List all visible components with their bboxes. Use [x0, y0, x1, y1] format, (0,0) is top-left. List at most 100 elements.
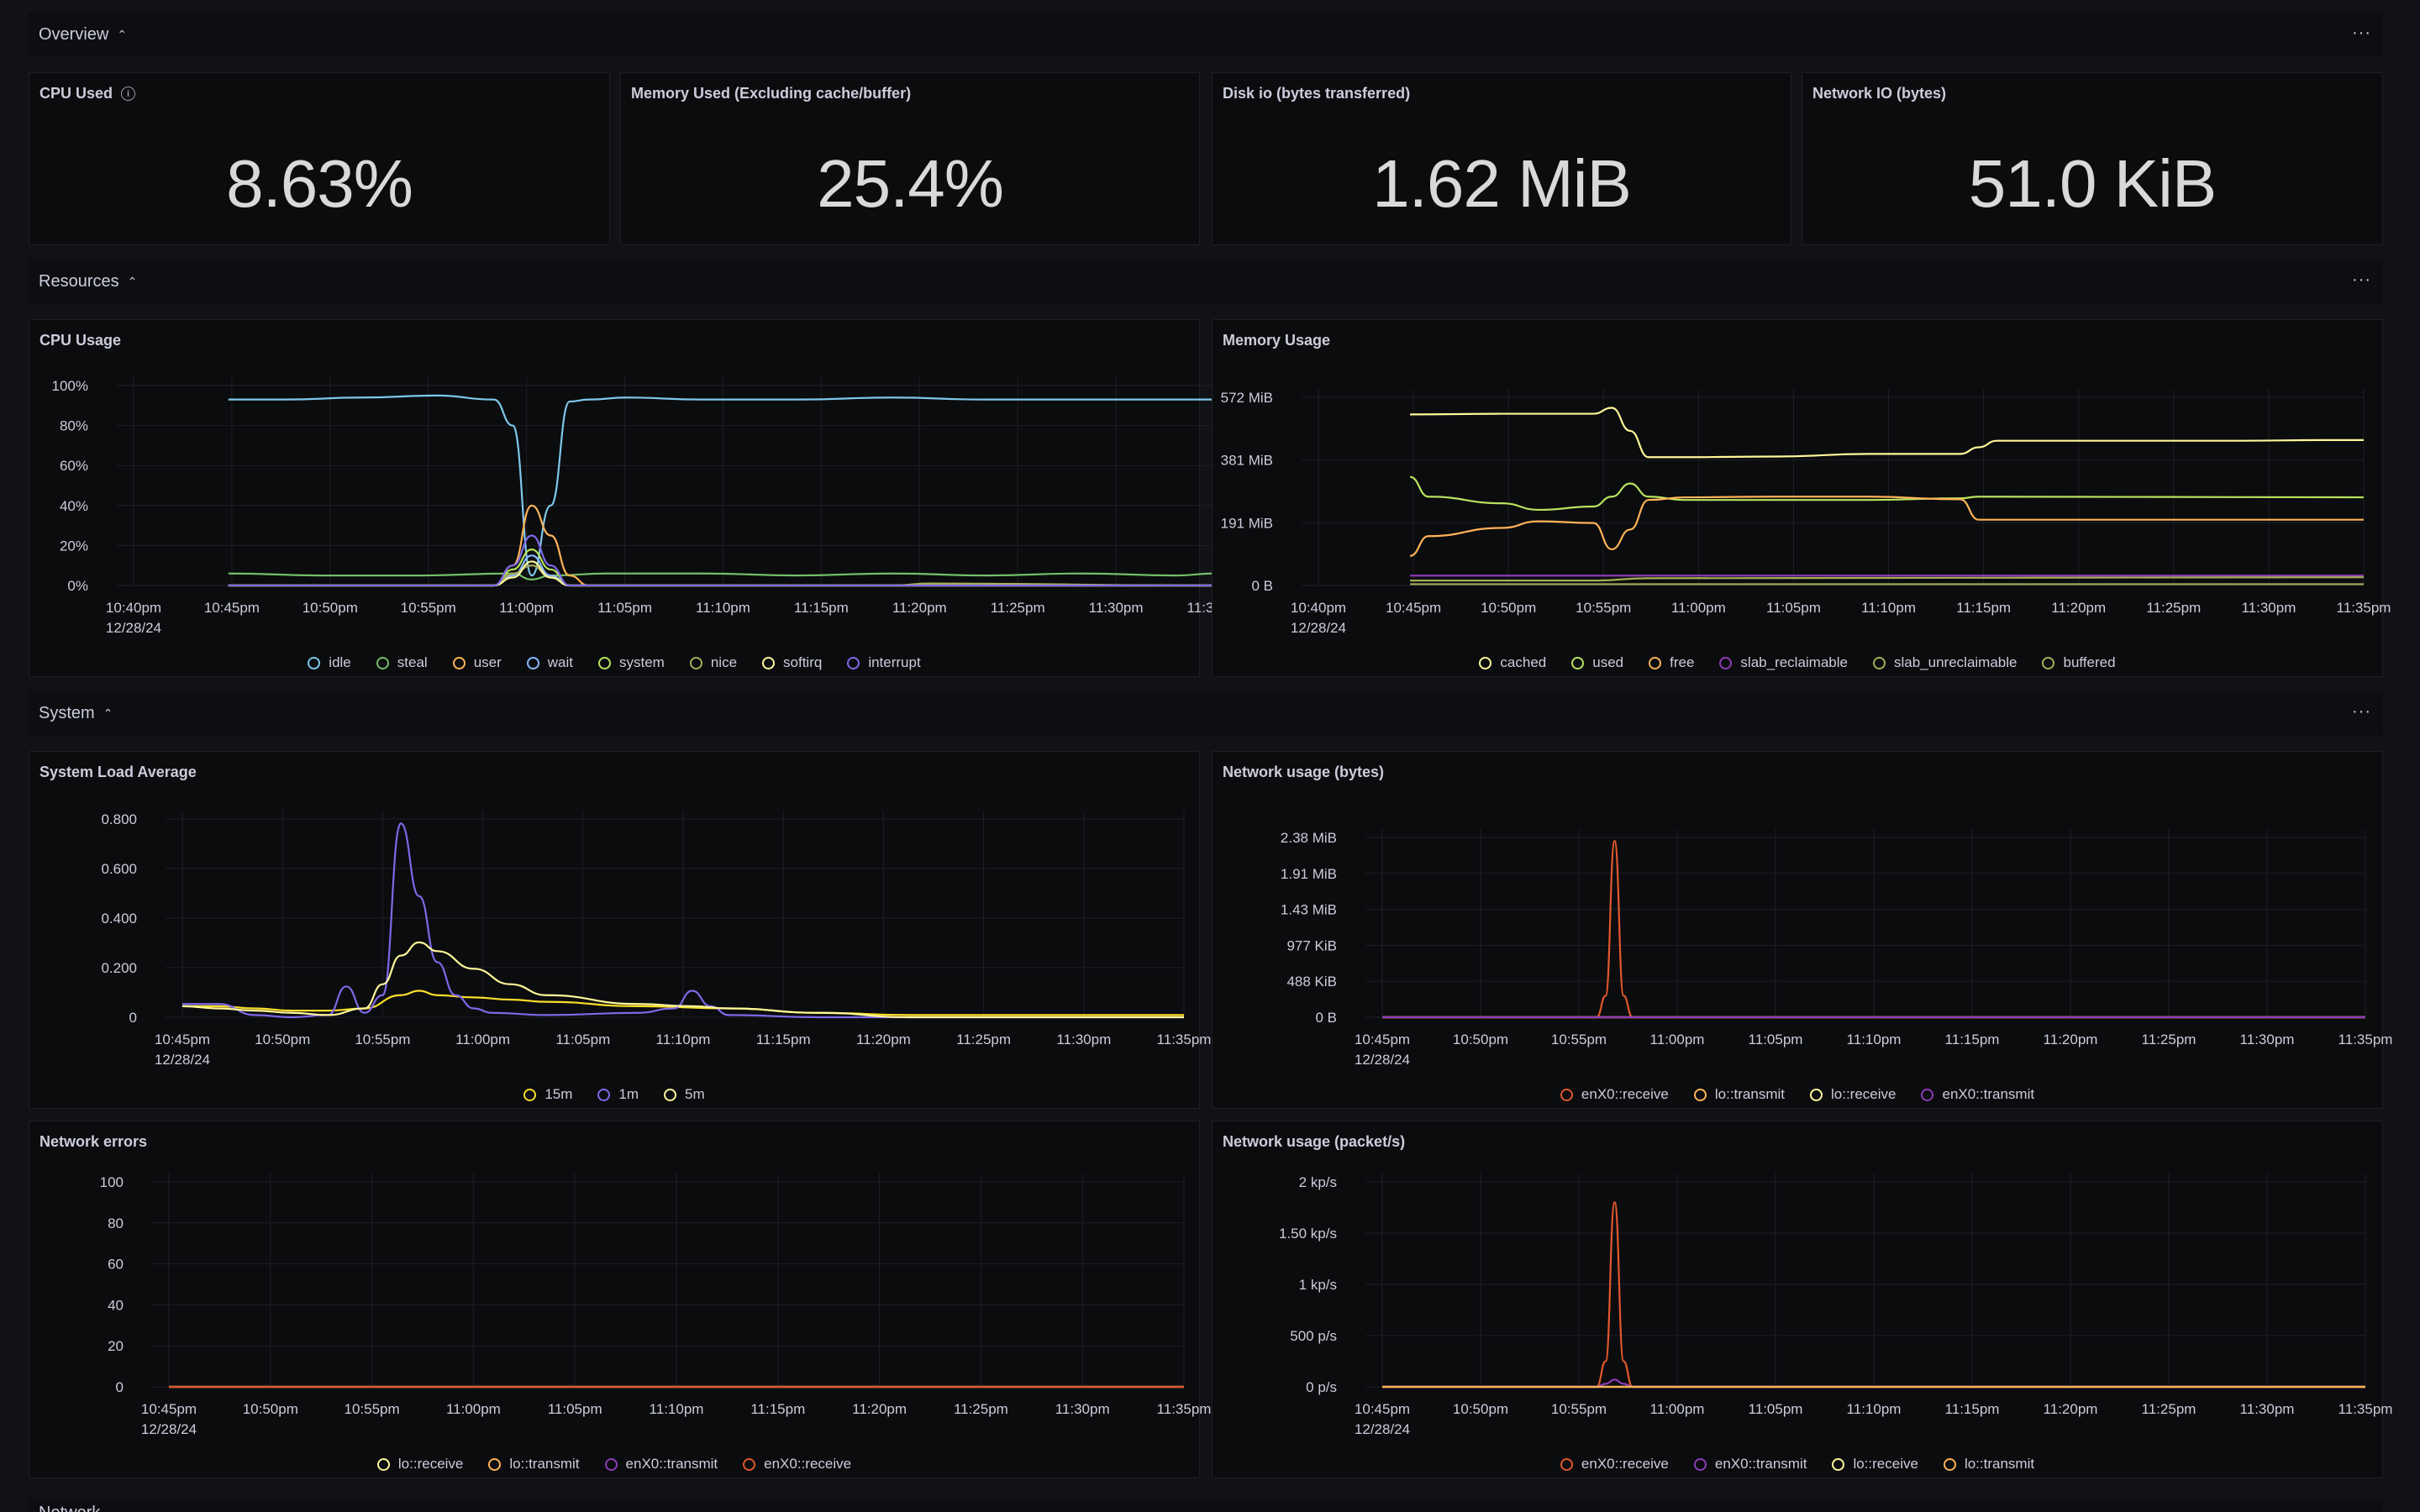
- legend-item[interactable]: lo::transmit: [488, 1456, 580, 1473]
- stat-title: Memory Used (Excluding cache/buffer): [631, 85, 912, 102]
- legend-item[interactable]: softirq: [762, 654, 822, 671]
- x-tick-label: 10:45pm: [155, 1032, 210, 1047]
- legend-circle-icon: [376, 656, 389, 669]
- y-tick-label: 488 KiB: [1286, 974, 1337, 990]
- legend-item[interactable]: lo::receive: [376, 1456, 463, 1473]
- row-menu-icon[interactable]: ···: [2352, 270, 2371, 289]
- legend-item[interactable]: system: [598, 654, 665, 671]
- row-menu-icon[interactable]: ···: [2352, 702, 2371, 721]
- x-tick-label: 12/28/24: [106, 620, 161, 636]
- legend-item[interactable]: free: [1649, 654, 1694, 671]
- panel-system-load[interactable]: System Load Average 10:45pm 12/28/24 10:50…: [29, 751, 1211, 1109]
- legend-label: enX0::transmit: [625, 1456, 718, 1472]
- series-line-idle: [228, 394, 1214, 577]
- x-tick-label: 11:20pm: [852, 1401, 907, 1417]
- x-tick-label: 11:05pm: [597, 600, 652, 616]
- legend-label: enX0::transmit: [1942, 1086, 2035, 1102]
- legend-item[interactable]: interrupt: [847, 654, 921, 671]
- series-line-cached: [1410, 407, 2364, 459]
- x-tick-label: 11:35pm: [1157, 1032, 1212, 1047]
- x-tick-label: 11:05pm: [548, 1401, 602, 1417]
- legend-label: enX0::receive: [764, 1456, 852, 1472]
- legend-label: 1m: [618, 1086, 639, 1102]
- legend-item[interactable]: user: [452, 654, 502, 671]
- legend-item[interactable]: nice: [689, 654, 737, 671]
- x-tick-label: 11:35pm: [2338, 1032, 2393, 1047]
- legend-item[interactable]: 15m: [523, 1086, 572, 1103]
- legend-circle-icon: [1719, 656, 1733, 669]
- x-tick-label: 11:15pm: [1945, 1032, 2000, 1047]
- x-tick-label: 11:05pm: [1766, 600, 1821, 616]
- chevron-up-icon[interactable]: ⌃: [127, 274, 138, 288]
- legend-item[interactable]: enX0::transmit: [1921, 1086, 2034, 1103]
- legend-item[interactable]: buffered: [2042, 654, 2116, 671]
- legend-item[interactable]: lo::receive: [1810, 1086, 1896, 1103]
- legend-label: lo::transmit: [1714, 1086, 1785, 1102]
- legend-circle-icon: [452, 656, 466, 669]
- x-tick-label: 11:20pm: [2044, 1032, 2098, 1047]
- panel-network-errors[interactable]: Network errors 10:45pm 12/28/24 10:50pm 10:…: [29, 1121, 1211, 1478]
- x-tick-label: 11:20pm: [856, 1032, 911, 1047]
- legend-label: lo::transmit: [509, 1456, 580, 1472]
- legend-item[interactable]: lo::transmit: [1693, 1086, 1785, 1103]
- legend-item[interactable]: 5m: [664, 1086, 705, 1103]
- panel-title: Network usage (packet/s): [1223, 1133, 1406, 1150]
- stat-panel-cpu[interactable]: CPU Used i 8.63%: [29, 72, 610, 245]
- y-tick-label: 381 MiB: [1221, 453, 1273, 469]
- y-tick-label: 0.400: [101, 911, 137, 927]
- stat-panel-network[interactable]: Network IO (bytes) 51.0 KiB: [1802, 72, 2383, 245]
- legend-item[interactable]: enX0::receive: [743, 1456, 851, 1473]
- legend-item[interactable]: enX0::receive: [1560, 1456, 1669, 1473]
- chevron-up-icon[interactable]: ⌃: [117, 27, 128, 41]
- row-overview[interactable]: Overview ⌃ ···: [29, 12, 2383, 57]
- x-tick-label: 10:50pm: [243, 1401, 298, 1417]
- legend-circle-icon: [1560, 1088, 1573, 1101]
- legend-label: cached: [1500, 654, 1547, 670]
- legend-circle-icon: [523, 1088, 537, 1101]
- x-tick-label: 10:45pm: [1355, 1032, 1410, 1047]
- legend-item[interactable]: lo::transmit: [1943, 1456, 2034, 1473]
- panel-title: CPU Usage: [39, 332, 122, 349]
- chart-svg: 10:40pm 12/28/24 10:45pm 10:50pm 10:55pm 11:0…: [52, 377, 1241, 636]
- legend-item[interactable]: enX0::receive: [1560, 1086, 1669, 1103]
- info-icon[interactable]: i: [121, 87, 136, 101]
- row-resources[interactable]: Resources ⌃ ···: [29, 259, 2383, 304]
- legend-label: system: [619, 654, 665, 670]
- legend-item[interactable]: 1m: [597, 1086, 639, 1103]
- panel-cpu-usage[interactable]: CPU Usage 10:40pm 12/28/24 10:45pm 10:50pm 1…: [29, 319, 1241, 677]
- x-tick-label: 11:30pm: [1056, 1032, 1111, 1047]
- legend-item[interactable]: idle: [308, 654, 351, 671]
- legend-item[interactable]: wait: [526, 654, 573, 671]
- legend-item[interactable]: lo::receive: [1832, 1456, 1918, 1473]
- x-tick-label: 10:45pm: [141, 1401, 197, 1417]
- chart-svg: 10:40pm 12/28/24 10:45pm 10:50pm 10:55pm 11:0…: [1221, 389, 2391, 636]
- chevron-up-icon[interactable]: ⌃: [103, 706, 113, 720]
- panel-memory-usage[interactable]: Memory Usage 10:40pm 12/28/24 10:45pm 10:50…: [1212, 319, 2391, 677]
- legend-item[interactable]: steal: [376, 654, 428, 671]
- x-tick-label: 11:10pm: [1847, 1401, 1902, 1417]
- row-title: Overview: [39, 24, 109, 44]
- legend-circle-icon: [308, 656, 321, 669]
- legend-item[interactable]: cached: [1479, 654, 1546, 671]
- legend-item[interactable]: enX0::transmit: [604, 1456, 718, 1473]
- legend-item[interactable]: used: [1571, 654, 1623, 671]
- legend-circle-icon: [743, 1457, 756, 1471]
- stat-panel-memory[interactable]: Memory Used (Excluding cache/buffer) 25.…: [620, 72, 1200, 245]
- legend-item[interactable]: slab_unreclaimable: [1873, 654, 2017, 671]
- stat-panel-disk[interactable]: Disk io (bytes transferred) 1.62 MiB: [1212, 72, 1791, 245]
- legend-circle-icon: [488, 1457, 502, 1471]
- row-network[interactable]: Network: [29, 1499, 2383, 1512]
- x-tick-label: 11:35pm: [1157, 1401, 1212, 1417]
- legend-item[interactable]: slab_reclaimable: [1719, 654, 1848, 671]
- panel-network-packets[interactable]: Network usage (packet/s) 10:45pm 12/28/24…: [1212, 1121, 2392, 1478]
- panel-network-bytes[interactable]: Network usage (bytes) 10:45pm 12/28/24 10:…: [1212, 751, 2392, 1109]
- row-menu-icon[interactable]: ···: [2352, 24, 2371, 42]
- stat-value: 8.63%: [226, 146, 413, 221]
- legend-label: enX0::receive: [1581, 1086, 1669, 1102]
- x-tick-label: 11:25pm: [2142, 1032, 2196, 1047]
- row-system[interactable]: System ⌃ ···: [29, 690, 2383, 736]
- legend-item[interactable]: enX0::transmit: [1693, 1456, 1807, 1473]
- legend-label: enX0::transmit: [1714, 1456, 1807, 1472]
- x-tick-label: 10:55pm: [355, 1032, 410, 1047]
- series-line-1m: [182, 822, 1184, 1019]
